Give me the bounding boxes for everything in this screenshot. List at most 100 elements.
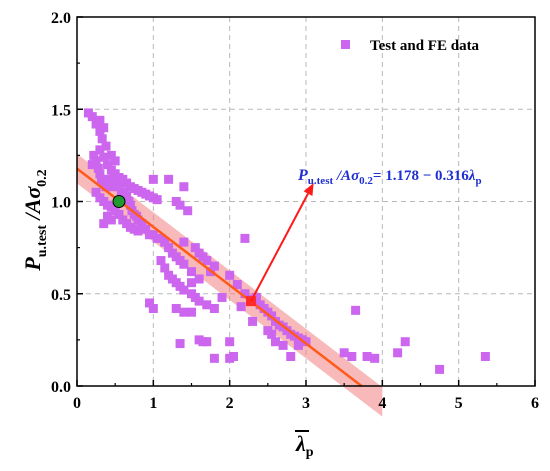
data-point bbox=[187, 278, 196, 288]
data-point bbox=[225, 337, 235, 347]
data-point bbox=[209, 261, 219, 271]
data-point bbox=[347, 351, 357, 361]
data-point bbox=[236, 302, 246, 312]
data-point bbox=[145, 298, 155, 308]
x-tick-label: 6 bbox=[531, 395, 539, 412]
svg-text:λp: λp bbox=[295, 431, 314, 460]
data-point bbox=[248, 316, 258, 326]
data-point bbox=[114, 209, 124, 219]
data-point bbox=[267, 329, 277, 339]
y-tick-label: 0.0 bbox=[51, 379, 71, 396]
data-point bbox=[91, 187, 101, 197]
data-point bbox=[435, 364, 445, 374]
data-point bbox=[217, 292, 227, 302]
data-point bbox=[175, 200, 185, 210]
data-point bbox=[89, 150, 99, 160]
data-point bbox=[99, 219, 109, 229]
data-point bbox=[97, 134, 107, 144]
y-tick-label: 1.0 bbox=[51, 195, 71, 212]
data-point bbox=[137, 219, 147, 229]
data-point bbox=[175, 339, 185, 349]
data-point bbox=[106, 215, 116, 225]
data-point bbox=[122, 191, 132, 201]
data-point bbox=[148, 174, 158, 184]
data-point bbox=[286, 351, 296, 361]
data-point bbox=[232, 280, 242, 290]
data-point bbox=[87, 112, 97, 122]
data-point bbox=[160, 263, 170, 273]
data-point bbox=[171, 304, 181, 314]
data-point bbox=[187, 267, 196, 277]
data-point bbox=[91, 156, 101, 166]
legend-marker bbox=[341, 40, 350, 49]
data-point bbox=[194, 296, 204, 306]
data-point bbox=[228, 351, 238, 361]
data-point bbox=[152, 195, 162, 205]
data-point bbox=[293, 340, 303, 350]
data-point bbox=[104, 174, 114, 184]
data-point bbox=[480, 351, 490, 361]
fit-arrow bbox=[250, 183, 314, 302]
legend: Test and FE data bbox=[341, 38, 480, 54]
data-point bbox=[101, 141, 111, 151]
data-point bbox=[95, 145, 105, 155]
data-point bbox=[183, 206, 193, 216]
data-point bbox=[95, 115, 105, 125]
data-point bbox=[93, 163, 103, 173]
data-point bbox=[270, 337, 280, 347]
data-point bbox=[187, 307, 196, 317]
data-point bbox=[133, 226, 143, 236]
x-tick-label: 0 bbox=[73, 395, 81, 412]
x-tick-label: 3 bbox=[302, 395, 310, 412]
data-point bbox=[240, 289, 250, 299]
data-point bbox=[103, 160, 113, 170]
data-point bbox=[393, 348, 403, 358]
data-point bbox=[362, 351, 372, 361]
data-point bbox=[278, 340, 288, 350]
data-point bbox=[164, 243, 174, 253]
data-point bbox=[190, 243, 200, 253]
data-point bbox=[156, 256, 166, 266]
data-point bbox=[194, 274, 204, 284]
fit-equation: Pu.test /Aσ0.2= 1.178 − 0.316λp bbox=[297, 167, 482, 187]
data-point bbox=[160, 237, 170, 247]
data-point bbox=[339, 348, 349, 358]
data-point bbox=[370, 353, 380, 363]
y-tick-label: 1.5 bbox=[51, 102, 71, 119]
arrow-head bbox=[303, 183, 314, 196]
ticks-layer: 0 1 2 3 4 5 6 0.0 0.5 1.0 1.5 2.0 bbox=[51, 10, 539, 412]
data-point bbox=[351, 305, 361, 315]
data-point bbox=[179, 259, 189, 269]
data-point bbox=[99, 123, 109, 133]
data-point bbox=[179, 182, 189, 192]
data-point bbox=[106, 182, 116, 192]
data-point bbox=[179, 237, 189, 247]
y-tick-label: 2.0 bbox=[51, 10, 71, 27]
highlight-point-red bbox=[246, 296, 257, 307]
x-tick-label: 5 bbox=[455, 395, 463, 412]
x-tick-label: 2 bbox=[226, 395, 234, 412]
data-point bbox=[95, 169, 105, 179]
data-point bbox=[225, 270, 235, 280]
highlight-point-green bbox=[112, 195, 126, 208]
arrow-shaft bbox=[250, 193, 309, 302]
data-points-layer bbox=[83, 108, 490, 374]
data-point bbox=[400, 337, 410, 347]
data-point bbox=[209, 353, 219, 363]
data-point bbox=[202, 337, 212, 347]
legend-label: Test and FE data bbox=[370, 38, 480, 54]
data-point bbox=[106, 150, 116, 160]
data-point bbox=[141, 224, 151, 234]
data-point bbox=[240, 233, 250, 243]
data-point bbox=[179, 307, 189, 317]
data-point bbox=[148, 304, 158, 314]
data-point bbox=[99, 152, 109, 162]
data-point bbox=[202, 300, 212, 310]
highlight-points-layer bbox=[112, 195, 257, 307]
data-point bbox=[125, 200, 135, 210]
x-tick-label: 4 bbox=[378, 395, 386, 412]
data-point bbox=[110, 156, 120, 166]
data-point bbox=[202, 256, 212, 266]
